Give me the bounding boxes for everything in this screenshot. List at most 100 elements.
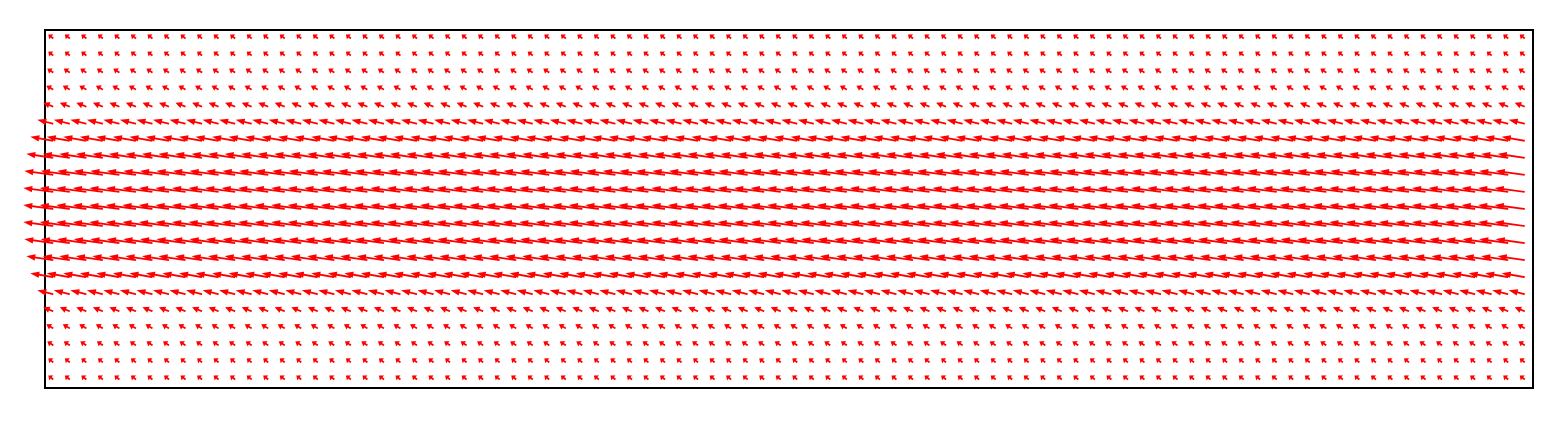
arrow: [420, 203, 451, 210]
arrow: [277, 85, 286, 91]
arrow: [638, 254, 666, 261]
arrow: [538, 254, 566, 261]
arrow: [1332, 254, 1360, 261]
arrow: [478, 51, 484, 57]
arrow: [39, 220, 70, 227]
arrow: [1001, 152, 1029, 159]
arrow: [847, 118, 864, 125]
arrow: [162, 135, 186, 142]
arrow: [816, 203, 847, 210]
arrow: [1023, 51, 1030, 57]
arrow: [1238, 51, 1245, 57]
arrow: [535, 203, 566, 210]
arrow: [968, 254, 996, 261]
arrow: [560, 358, 567, 364]
arrow: [522, 306, 534, 313]
arrow: [1156, 375, 1162, 381]
arrow: [436, 220, 467, 227]
arrow: [869, 306, 881, 313]
arrow: [643, 375, 649, 381]
arrow: [192, 306, 203, 313]
arrow: [294, 271, 318, 279]
arrow: [1089, 375, 1096, 381]
arrow: [502, 186, 533, 193]
arrow: [1453, 34, 1460, 40]
arrow: [1040, 375, 1046, 381]
arrow: [632, 289, 649, 296]
arrow: [1288, 34, 1294, 40]
arrow: [990, 34, 997, 40]
arrow: [175, 102, 186, 109]
arrow: [577, 51, 583, 57]
arrow: [624, 324, 633, 330]
arrow: [869, 254, 897, 261]
arrow: [1279, 186, 1310, 193]
arrow: [387, 203, 418, 210]
arrow: [655, 102, 666, 109]
arrow: [1134, 306, 1145, 313]
arrow: [1155, 68, 1162, 74]
arrow: [1115, 169, 1145, 176]
arrow: [1280, 169, 1310, 176]
arrow: [1081, 186, 1112, 193]
arrow: [659, 68, 666, 74]
arrow: [1337, 34, 1344, 40]
arrow: [897, 289, 914, 296]
arrow: [311, 135, 335, 142]
arrow: [155, 203, 186, 210]
arrow: [840, 271, 864, 279]
arrow: [509, 85, 517, 91]
arrow: [476, 135, 500, 142]
arrow: [1326, 289, 1344, 296]
arrow: [403, 186, 434, 193]
arrow: [274, 152, 302, 159]
arrow: [1005, 85, 1013, 91]
arrow: [1114, 186, 1145, 193]
arrow: [378, 34, 385, 40]
arrow: [63, 341, 71, 347]
arrow: [39, 203, 70, 210]
arrow: [1481, 152, 1509, 159]
arrow: [544, 34, 550, 40]
arrow: [1403, 68, 1410, 74]
arrow: [974, 34, 980, 40]
arrow: [103, 289, 120, 296]
arrow: [535, 186, 566, 193]
arrow: [1329, 220, 1360, 227]
arrow: [1035, 306, 1046, 313]
arrow: [1132, 237, 1162, 244]
arrow: [1429, 237, 1459, 244]
arrow: [1040, 51, 1046, 57]
arrow: [767, 186, 798, 193]
arrow: [401, 118, 418, 125]
arrow: [693, 375, 699, 381]
arrow: [635, 220, 666, 227]
arrow: [461, 34, 468, 40]
arrow: [142, 254, 170, 261]
arrow: [907, 341, 914, 347]
arrow: [334, 118, 352, 125]
arrow: [211, 85, 219, 91]
arrow: [285, 289, 302, 296]
arrow: [956, 135, 980, 142]
arrow: [1034, 254, 1062, 261]
arrow: [362, 34, 368, 40]
arrow: [241, 152, 269, 159]
arrow: [923, 341, 930, 347]
arrow: [1437, 375, 1443, 381]
arrow: [880, 118, 897, 125]
arrow: [486, 186, 517, 193]
arrow: [1098, 237, 1129, 244]
arrow: [1271, 34, 1278, 40]
arrow: [621, 152, 649, 159]
arrow: [42, 152, 70, 159]
arrow: [86, 118, 104, 125]
arrow: [1461, 186, 1492, 193]
arrow: [1310, 118, 1327, 125]
arrow: [759, 51, 765, 57]
arrow: [105, 186, 137, 193]
arrow: [410, 135, 434, 142]
arrow: [1415, 102, 1426, 109]
arrow: [125, 152, 153, 159]
arrow: [1346, 237, 1377, 244]
